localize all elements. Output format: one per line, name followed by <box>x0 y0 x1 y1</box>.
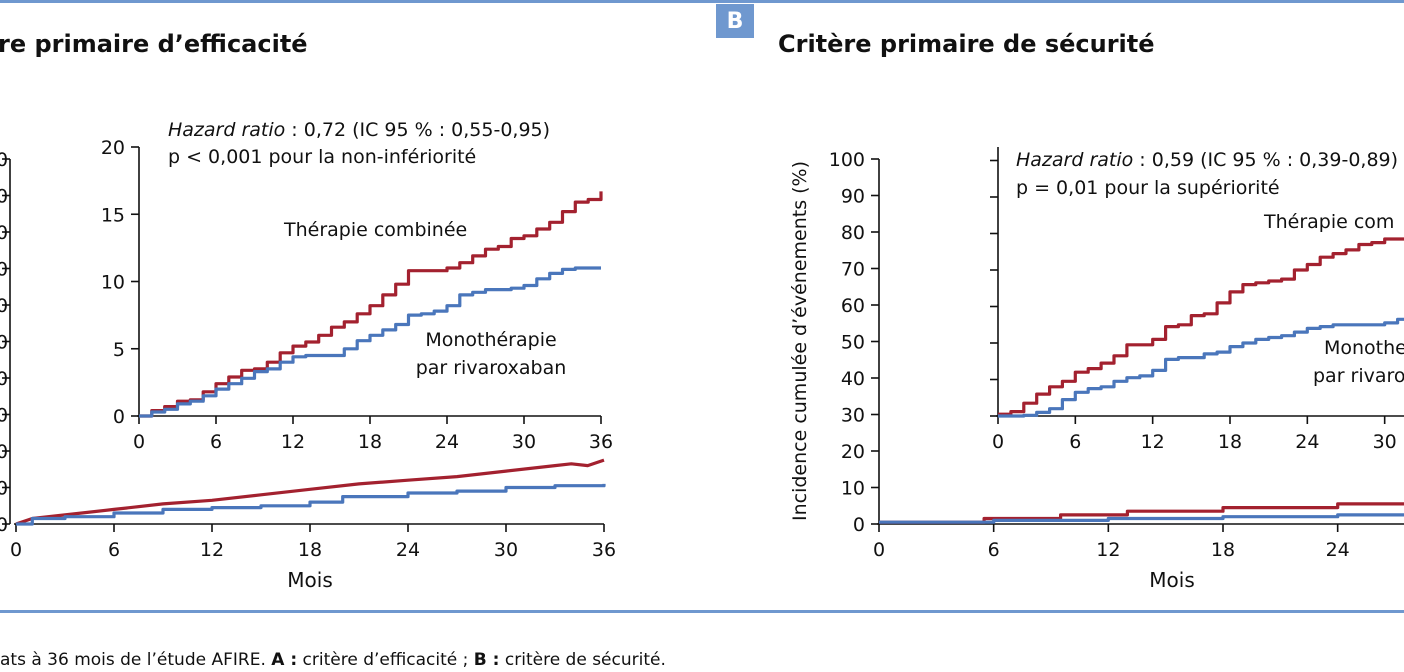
panel-b-main-chart: 01020304050607080901000612182430MoisInci… <box>789 149 1404 592</box>
figure-caption: ats à 36 mois de l’étude AFIRE. A : crit… <box>0 650 666 670</box>
top-rule <box>0 0 1404 3</box>
series-label-mono: Monothérapie <box>425 329 556 351</box>
series-line-mono-a-main <box>16 483 606 526</box>
x-tick-label: 30 <box>512 431 536 453</box>
y-tick-label-cropped: 0 <box>0 478 8 500</box>
x-tick-label: 6 <box>108 539 120 561</box>
p-value-annotation: p < 0,001 pour la non-infériorité <box>168 146 476 168</box>
series-label-mono-2: par rivaroxaban <box>416 357 567 379</box>
x-axis-title: Mois <box>287 568 332 592</box>
y-tick-label-cropped: 0 <box>0 514 8 536</box>
caption-a-text: critère d’efficacité ; <box>297 650 469 670</box>
x-tick-label: 0 <box>10 539 22 561</box>
x-tick-label: 0 <box>992 431 1004 453</box>
p-value-annotation: p = 0,01 pour la supériorité <box>1016 177 1280 199</box>
panel-b-inset-chart: 0 6 12 18 24 30 Hazard ratio : 0,59 (IC 95 % :… <box>990 147 1404 453</box>
x-tick-label: 24 <box>1326 539 1350 561</box>
y-tick-label: 10 <box>101 272 125 294</box>
panel-b-badge: B <box>716 4 754 38</box>
y-tick-label: 70 <box>841 259 865 281</box>
series-line-mono-b-main <box>879 513 1404 524</box>
y-axis-title: Incidence cumulée d’événements (%) <box>789 161 811 521</box>
series-line-mono-b-inset <box>998 317 1404 418</box>
y-tick-label-cropped: 0 <box>0 186 8 208</box>
series-label-mono-2: par rivaro <box>1313 365 1404 387</box>
caption-b-text: critère de sécurité. <box>499 650 666 670</box>
series-label-mono: Monothe <box>1324 337 1404 359</box>
panel-a-inset-chart: 0 5 10 15 20 0 6 12 18 24 30 36 Hazard ratio : 0,72 … <box>101 119 613 453</box>
y-tick-label: 50 <box>841 332 865 354</box>
caption-a-key: A : <box>271 650 298 670</box>
series-label-combined: Thérapie com <box>1263 211 1394 233</box>
y-tick-label-cropped: 0 <box>0 405 8 427</box>
bottom-rule <box>0 610 1404 613</box>
y-tick-label: 0 <box>853 514 865 536</box>
y-tick-label: 20 <box>101 137 125 159</box>
hazard-ratio-annotation: Hazard ratio : 0,59 (IC 95 % : 0,39-0,89… <box>1016 149 1398 171</box>
series-line-combined-b-inset <box>998 237 1404 416</box>
x-tick-label: 6 <box>210 431 222 453</box>
series-line-mono-a-inset <box>139 266 601 418</box>
y-tick-label: 5 <box>113 339 125 361</box>
series-label-combined: Thérapie combinée <box>283 219 467 241</box>
y-tick-label: 30 <box>841 405 865 427</box>
y-tick-label: 15 <box>101 204 125 226</box>
x-tick-label: 18 <box>1218 431 1242 453</box>
y-tick-label: 10 <box>841 478 865 500</box>
x-tick-label: 6 <box>1069 431 1081 453</box>
x-tick-label: 12 <box>1141 431 1165 453</box>
x-tick-label: 24 <box>1295 431 1319 453</box>
panel-a-title: re primaire d’efficacité <box>0 30 308 58</box>
y-tick-label-cropped: 0 <box>0 332 8 354</box>
x-tick-label: 12 <box>281 431 305 453</box>
x-tick-label: 12 <box>1096 539 1120 561</box>
y-tick-label-cropped: 0 <box>0 259 8 281</box>
x-tick-label: 0 <box>133 431 145 453</box>
y-tick-label: 20 <box>841 441 865 463</box>
x-tick-label: 24 <box>435 431 459 453</box>
y-tick-label: 0 <box>113 406 125 428</box>
x-tick-label: 30 <box>1373 431 1397 453</box>
y-tick-label-cropped: 0 <box>0 441 8 463</box>
y-tick-label-cropped: 0 <box>0 149 8 171</box>
y-tick-label: 80 <box>841 222 865 244</box>
x-tick-label: 6 <box>988 539 1000 561</box>
y-tick-label-cropped: 0 <box>0 368 8 390</box>
x-tick-label: 0 <box>873 539 885 561</box>
x-tick-label: 30 <box>494 539 518 561</box>
series-line-combined-a-main <box>15 458 605 526</box>
y-tick-label: 100 <box>829 149 865 171</box>
hazard-ratio-annotation: Hazard ratio : 0,72 (IC 95 % : 0,55-0,95… <box>168 119 550 141</box>
y-tick-label: 90 <box>841 186 865 208</box>
x-tick-label: 18 <box>358 431 382 453</box>
series-line-combined-b-main <box>879 502 1404 524</box>
series-line-combined-a-inset <box>139 191 603 418</box>
panel-b-title: Critère primaire de sécurité <box>778 30 1155 58</box>
y-tick-label: 40 <box>841 368 865 390</box>
x-tick-label: 24 <box>396 539 420 561</box>
caption-lead: ats à 36 mois de l’étude AFIRE. <box>0 650 266 670</box>
x-tick-label: 18 <box>1211 539 1235 561</box>
x-tick-label: 36 <box>589 431 613 453</box>
x-tick-label: 36 <box>592 539 616 561</box>
x-tick-label: 18 <box>298 539 322 561</box>
y-tick-label-cropped: 0 <box>0 295 8 317</box>
caption-b-key: B : <box>473 650 500 670</box>
x-axis-title: Mois <box>1149 568 1194 592</box>
y-tick-label: 60 <box>841 295 865 317</box>
y-tick-label-cropped: 0 <box>0 222 8 244</box>
x-tick-label: 12 <box>200 539 224 561</box>
